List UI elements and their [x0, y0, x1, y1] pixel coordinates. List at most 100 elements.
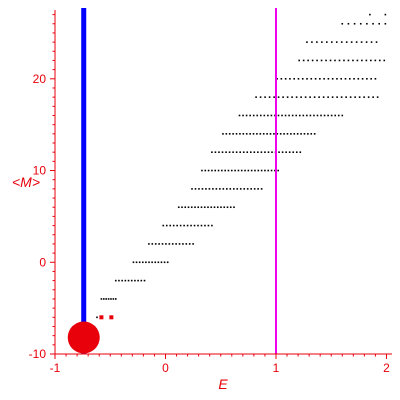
data-point [212, 188, 214, 190]
data-point [220, 206, 222, 209]
data-point [319, 78, 321, 80]
data-point [358, 96, 361, 98]
data-point [293, 78, 295, 80]
data-point [340, 78, 343, 80]
data-point [269, 133, 272, 135]
data-point [254, 169, 256, 172]
data-point [327, 96, 329, 98]
axes [54, 10, 392, 355]
data-point [219, 188, 221, 190]
data-point [232, 151, 234, 153]
data-point [279, 133, 282, 135]
data-point [247, 169, 250, 172]
data-point [257, 151, 259, 153]
data-point [277, 114, 280, 117]
data-point [175, 243, 177, 245]
data-point [301, 78, 304, 80]
data-point [186, 224, 189, 227]
data-point [304, 96, 307, 98]
data-point [134, 279, 136, 282]
data-points [82, 13, 387, 319]
data-point [316, 59, 318, 62]
data-point [228, 133, 231, 135]
data-point [243, 188, 246, 190]
data-point [316, 114, 319, 117]
data-point [320, 59, 323, 62]
data-point [257, 169, 260, 172]
highlight-markers [67, 315, 114, 354]
data-point [329, 59, 332, 62]
data-point [178, 243, 181, 245]
data-point [227, 169, 230, 172]
data-point [143, 279, 146, 282]
data-point [188, 243, 191, 245]
data-point [161, 243, 164, 245]
data-point [325, 59, 327, 62]
data-point [235, 133, 238, 135]
data-point [271, 151, 273, 153]
data-point [260, 169, 263, 172]
data-point [259, 96, 262, 98]
data-point [290, 133, 292, 135]
data-point [253, 188, 256, 190]
data-point [267, 169, 270, 172]
data-point [278, 151, 280, 153]
data-point [349, 96, 352, 98]
data-point [374, 78, 377, 80]
data-point [226, 188, 228, 190]
data-point [160, 261, 163, 264]
data-point [348, 78, 351, 80]
data-point [286, 96, 289, 98]
data-point [270, 114, 273, 117]
data-point [295, 114, 298, 117]
data-point [201, 169, 203, 172]
data-point [309, 96, 311, 98]
data-point [249, 133, 251, 135]
data-point [151, 243, 154, 245]
data-point [114, 279, 117, 282]
data-point [268, 96, 271, 98]
data-point [334, 59, 336, 62]
data-point [145, 261, 147, 264]
data-point [225, 133, 228, 135]
data-point [250, 169, 253, 172]
data-point [211, 224, 213, 227]
data-point [239, 188, 242, 190]
data-point [210, 206, 213, 209]
data-point [232, 188, 235, 190]
y-tick-label: 10 [33, 164, 47, 178]
data-point [118, 279, 120, 282]
data-point [361, 59, 363, 62]
data-point [366, 78, 368, 80]
data-point [213, 206, 216, 209]
data-point [284, 114, 287, 117]
y-tick-label: 0 [39, 255, 46, 269]
data-point [242, 114, 244, 117]
data-point [336, 96, 338, 98]
data-point [313, 133, 316, 135]
data-point [347, 22, 350, 25]
data-point [229, 188, 232, 190]
data-point [217, 169, 220, 172]
data-point [245, 133, 248, 135]
data-point [306, 78, 308, 80]
data-point [151, 261, 153, 264]
data-point [205, 188, 207, 190]
data-point [370, 41, 373, 43]
data-point [238, 114, 241, 117]
data-point [264, 169, 266, 172]
data-point [306, 41, 308, 43]
x-tick-label: 2 [383, 361, 390, 375]
data-point [306, 114, 308, 117]
data-point [252, 133, 255, 135]
data-point [132, 261, 135, 264]
data-point [184, 206, 187, 209]
data-point [316, 41, 318, 43]
data-point [361, 78, 364, 80]
data-point [177, 206, 180, 209]
data-point [225, 151, 227, 153]
data-point [297, 78, 300, 80]
data-point [274, 114, 276, 117]
data-point [103, 298, 105, 300]
